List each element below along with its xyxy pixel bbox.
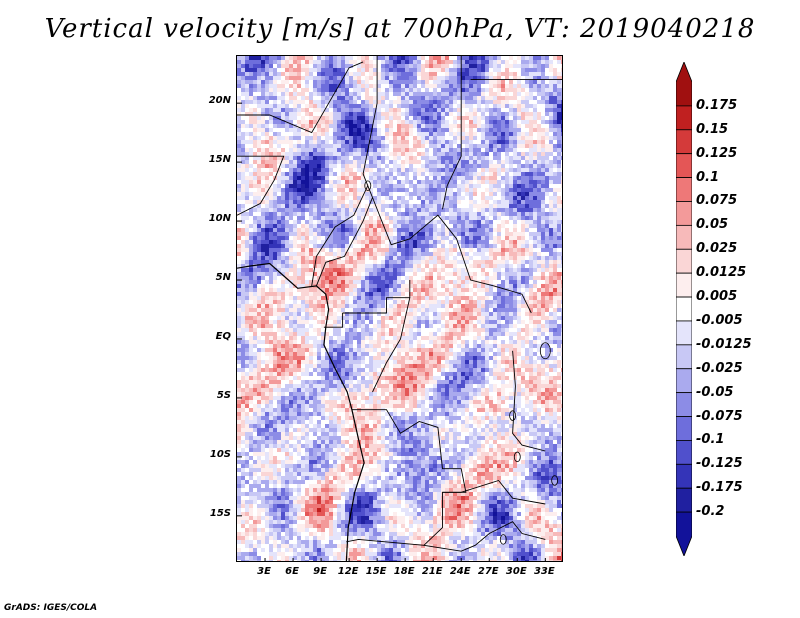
- colorbar-label: 0.025: [696, 241, 738, 257]
- colorbar-label: 0.05: [696, 217, 729, 233]
- colorbar-segment: [676, 320, 692, 346]
- colorbar-label: -0.025: [696, 360, 743, 376]
- lon-tick-label: 6E: [285, 566, 299, 577]
- lon-tick-label: 30E: [505, 566, 527, 577]
- colorbar-label: -0.2: [696, 504, 725, 520]
- colorbar-segment: [676, 440, 692, 465]
- grads-credit: GrADS: IGES/COLA: [4, 603, 98, 613]
- colorbar-segment: [676, 224, 692, 250]
- colorbar-segment: [676, 248, 692, 274]
- colorbar-label: 0.0125: [696, 265, 747, 281]
- lon-tick-label: 33E: [533, 566, 555, 577]
- colorbar-label: 0.075: [696, 193, 738, 209]
- lat-tick-label: 10S: [209, 448, 231, 460]
- colorbar-segment: [676, 201, 692, 226]
- colorbar: [676, 62, 692, 556]
- colorbar-segment: [676, 105, 692, 131]
- lon-tick-label: 21E: [421, 566, 443, 577]
- colorbar-segment: [676, 296, 692, 322]
- coastline: [237, 262, 365, 561]
- lat-tick-label: 5N: [215, 272, 231, 284]
- colorbar-label: -0.005: [696, 312, 743, 328]
- colorbar-label: -0.075: [696, 408, 743, 424]
- lon-tick-label: 3E: [257, 566, 271, 577]
- colorbar-label: -0.0125: [696, 336, 752, 352]
- lon-tick-label: 15E: [365, 566, 387, 577]
- lon-tick-label: 12E: [337, 566, 359, 577]
- lon-tick-label: 27E: [477, 566, 499, 577]
- map-plot-area: [236, 55, 563, 562]
- colorbar-segment: [676, 344, 692, 370]
- chart-title: Vertical velocity [m/s] at 700hPa, VT: 2…: [44, 14, 756, 44]
- lat-tick-label: 15N: [208, 154, 231, 166]
- colorbar-label: -0.1: [696, 432, 725, 448]
- colorbar-segment: [676, 487, 692, 513]
- lat-tick-label: EQ: [215, 330, 231, 342]
- lat-tick-label: 20N: [208, 95, 231, 107]
- country-borders: [237, 56, 562, 552]
- colorbar-label: -0.05: [696, 384, 734, 400]
- colorbar-segment: [676, 511, 692, 556]
- vertical-velocity-field: [237, 56, 562, 561]
- colorbar-segment: [676, 153, 692, 178]
- colorbar-segment: [676, 129, 692, 155]
- colorbar-label: -0.175: [696, 480, 743, 496]
- colorbar-segment: [676, 272, 692, 298]
- colorbar-segment: [676, 62, 692, 107]
- lakes: [364, 180, 559, 545]
- colorbar-label: 0.175: [696, 97, 738, 113]
- shaded-cells: [237, 56, 562, 561]
- colorbar-segment: [676, 368, 692, 394]
- colorbar-label: 0.125: [696, 145, 738, 161]
- colorbar-label: 0.005: [696, 289, 738, 305]
- colorbar-segment: [676, 463, 692, 489]
- colorbar-segment: [676, 416, 692, 441]
- colorbar-label: 0.1: [696, 169, 720, 185]
- lat-tick-label: 15S: [209, 507, 231, 519]
- lon-tick-label: 24E: [449, 566, 471, 577]
- colorbar-label: -0.125: [696, 456, 743, 472]
- lat-tick-label: 5S: [216, 389, 231, 401]
- lon-tick-label: 9E: [313, 566, 327, 577]
- colorbar-segment: [676, 177, 692, 202]
- lon-tick-label: 18E: [393, 566, 415, 577]
- lat-tick-label: 10N: [208, 213, 231, 225]
- colorbar-label: 0.15: [696, 121, 729, 137]
- colorbar-segment: [676, 392, 692, 417]
- axis-ticks: [237, 102, 546, 561]
